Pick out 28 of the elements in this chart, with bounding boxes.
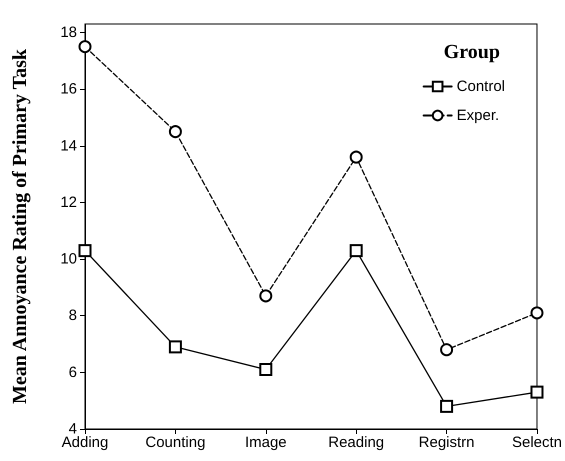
point [440,343,454,356]
y-tick-label: 8 [68,307,77,324]
point [350,150,363,164]
legend-title: Group [444,41,500,63]
x-tick-label: Registrn [418,434,475,451]
y-axis-title: Mean Annoyance Rating of Primary Task [9,48,31,404]
y-tick-label: 14 [60,137,77,154]
point [168,125,182,138]
point [259,363,272,376]
point [350,244,363,258]
point [530,306,544,320]
legend-label: Control [456,78,506,95]
point [168,340,182,354]
x-tick-label: Reading [328,434,384,451]
y-tick-label: 16 [60,80,77,98]
x-tick-label: Selectn [512,434,562,451]
y-tick-label: 10 [60,250,77,268]
point [440,400,454,413]
x-tick-label: Counting [145,434,206,451]
y-tick-label: 6 [68,364,77,381]
point [530,386,544,399]
point [78,40,92,54]
y-tick-label: 18 [60,24,77,41]
point [259,289,272,302]
x-tick-label: Image [244,434,287,451]
legend-label: Exper. [456,107,500,124]
y-tick-label: 12 [60,194,77,211]
point [78,244,92,258]
